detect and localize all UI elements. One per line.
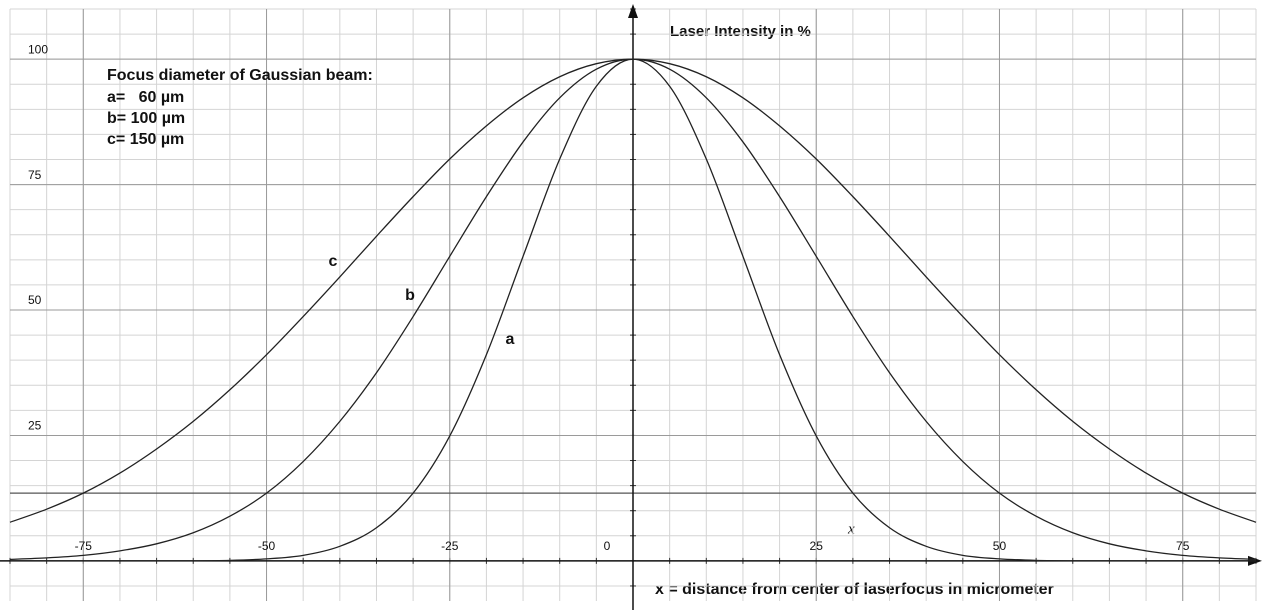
curve-label: b <box>405 287 415 304</box>
x-tick-label: 75 <box>1176 539 1190 553</box>
legend-entry: c= 150 µm <box>107 131 184 148</box>
chart-title: Laser Intensity in % <box>670 23 811 40</box>
curve <box>9 58 1257 523</box>
y-axis-arrow <box>628 4 638 18</box>
plot: -75 -50 -25 0 25 50 75 25 50 75 100 a b c Focus diamet… <box>0 4 1262 610</box>
legend-entry: a= 60 µm <box>107 89 184 106</box>
x-tick-label: 25 <box>810 539 824 553</box>
y-tick-label: 100 <box>28 42 48 56</box>
y-tick-label: 50 <box>28 293 42 307</box>
y-tick-label: 25 <box>28 419 42 433</box>
x-axis-label: x = distance from center of laserfocus i… <box>655 581 1054 598</box>
x-tick-label: -50 <box>258 539 276 553</box>
x-tick-label: 0 <box>604 539 611 553</box>
curve-label: c <box>329 253 338 270</box>
x-tick-label: -75 <box>75 539 93 553</box>
x-tick-label: -25 <box>441 539 459 553</box>
y-tick-label: 75 <box>28 168 42 182</box>
curve-label: a <box>506 331 515 348</box>
legend-entry: b= 100 µm <box>107 110 185 127</box>
x-marker: x <box>847 521 855 537</box>
x-tick-label: 50 <box>993 539 1007 553</box>
legend-title: Focus diameter of Gaussian beam: <box>107 67 373 84</box>
